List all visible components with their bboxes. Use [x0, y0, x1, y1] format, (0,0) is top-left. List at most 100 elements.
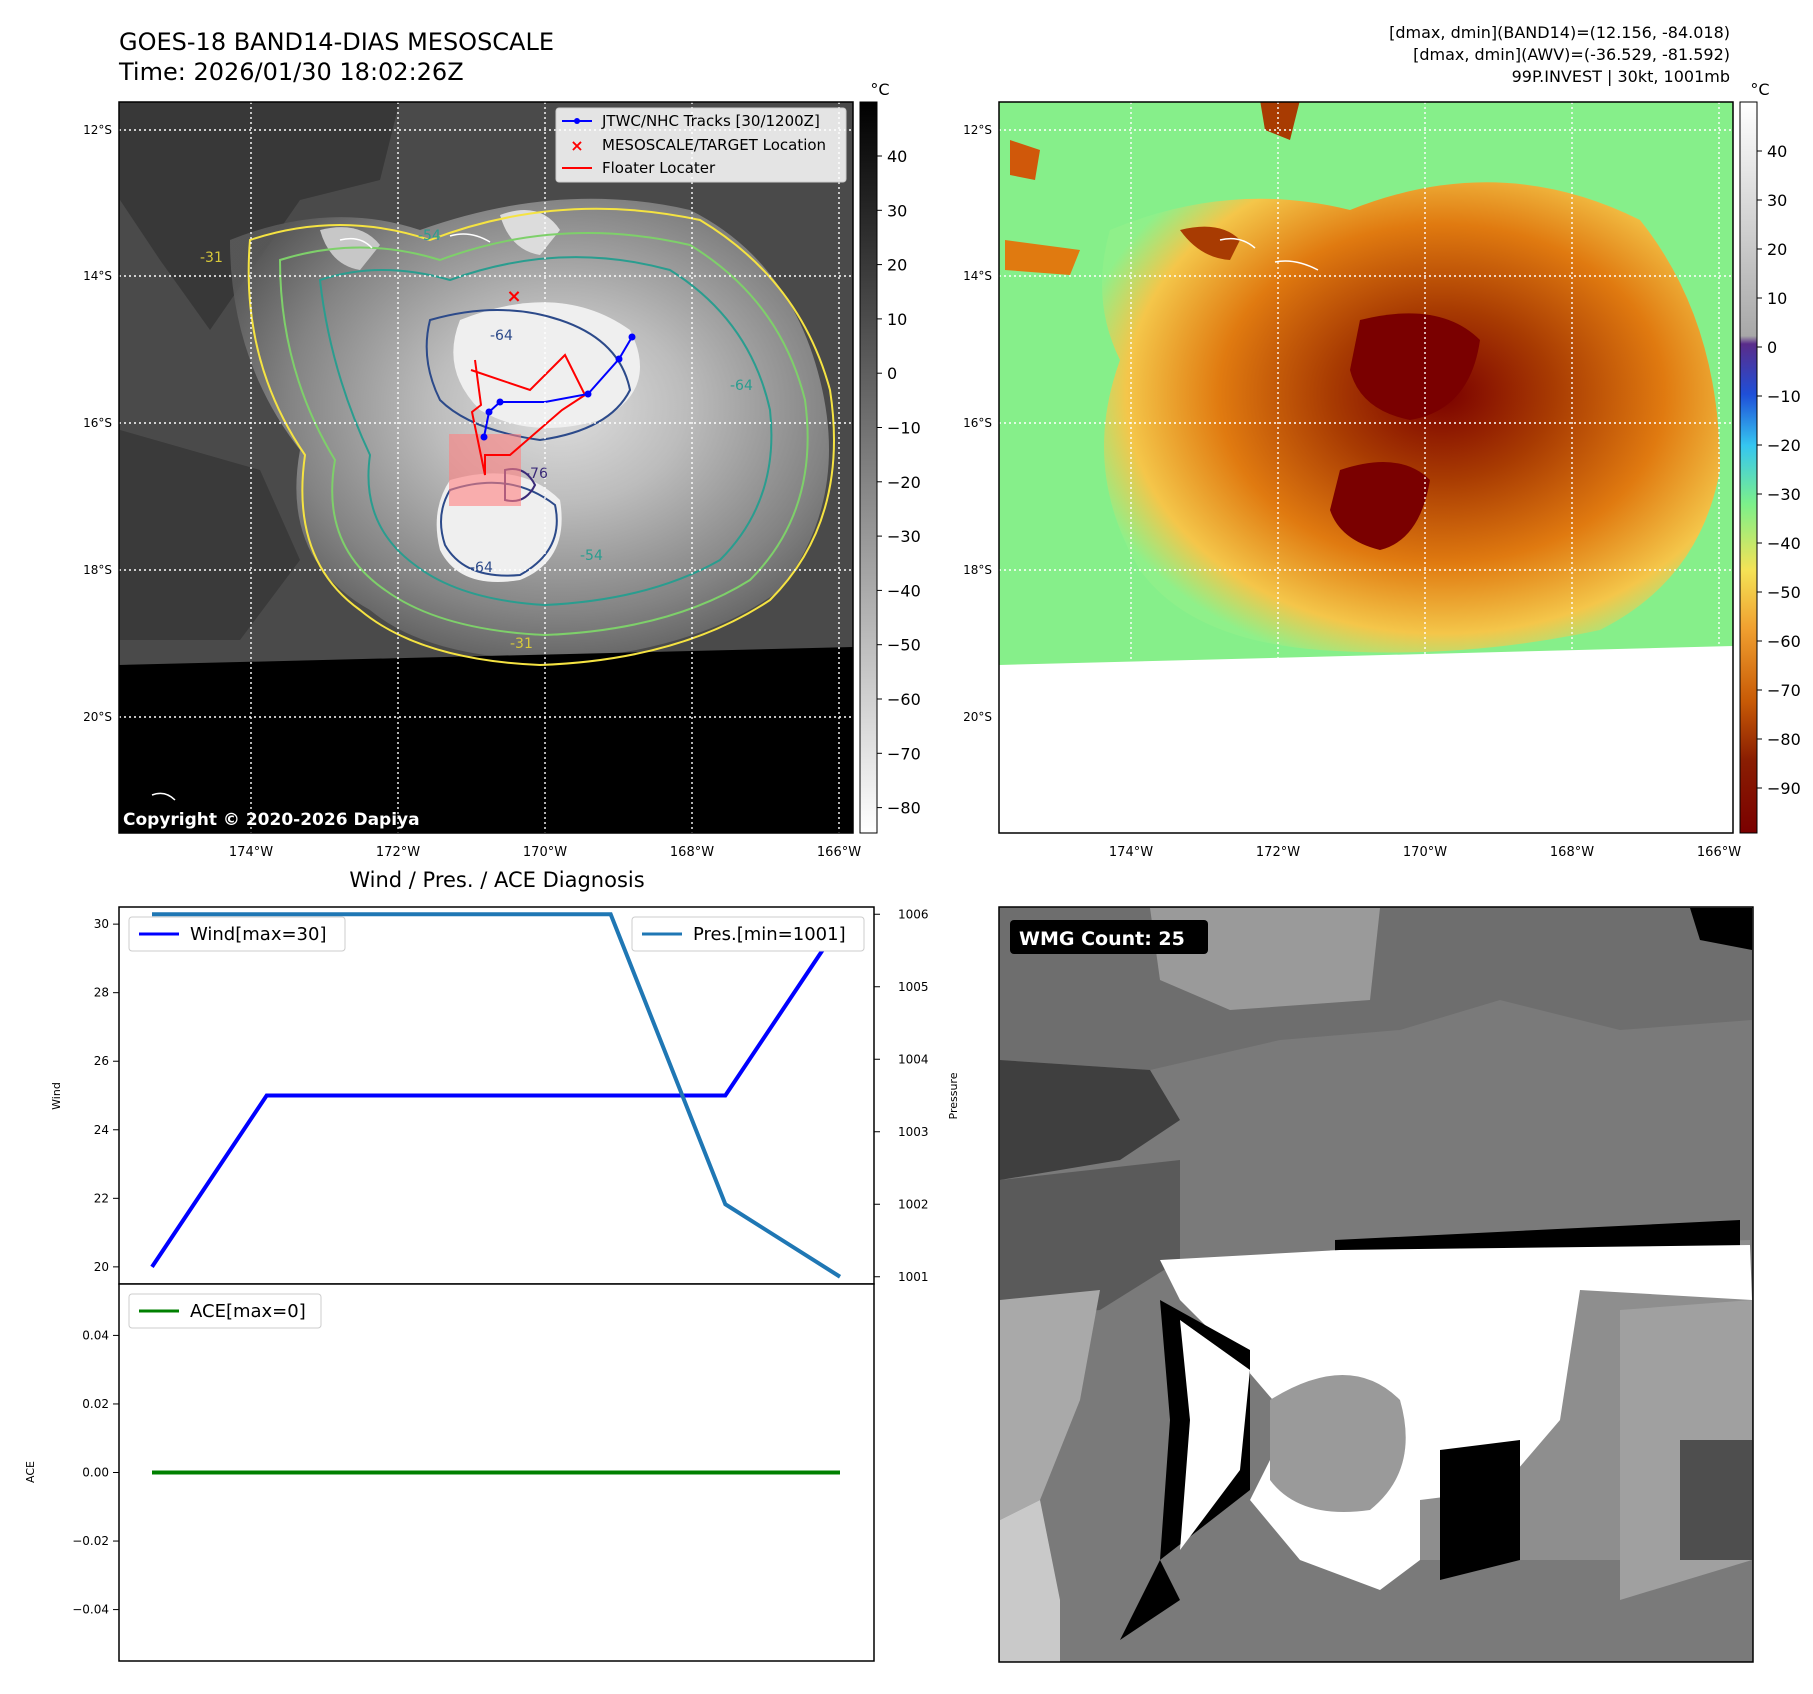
- contour-label: -76: [525, 466, 548, 482]
- svg-text:12°S: 12°S: [83, 123, 112, 137]
- colorbar-right-tick-label: −30: [1767, 485, 1801, 504]
- colorbar-right-tick-label: −20: [1767, 436, 1801, 455]
- pressure-series-line: [152, 912, 842, 1279]
- pressure-tick-label: 1004: [898, 1052, 929, 1066]
- pressure-axis-label: Pressure: [947, 1072, 960, 1119]
- pressure-tick-label: 1001: [898, 1270, 929, 1284]
- wmg-count-label: WMG Count: 25: [1019, 928, 1185, 950]
- colorbar-left-tick-label: 30: [887, 201, 907, 220]
- colorbar-right-tick-label: −40: [1767, 534, 1801, 553]
- svg-text:166°W: 166°W: [817, 845, 861, 860]
- svg-text:20°S: 20°S: [963, 710, 992, 724]
- pressure-legend: Pres.[min=1001]: [631, 916, 865, 952]
- colorbar-right-tick-label: −10: [1767, 387, 1801, 406]
- colorbar-left-tick-label: 0: [887, 364, 897, 383]
- contour-label: -54: [580, 548, 603, 564]
- svg-text:16°S: 16°S: [83, 416, 112, 430]
- diagnosis-title: Wind / Pres. / ACE Diagnosis: [349, 868, 644, 892]
- colorbar-left-tick-label: 10: [887, 310, 907, 329]
- svg-text:14°S: 14°S: [83, 269, 112, 283]
- svg-text:172°W: 172°W: [376, 845, 420, 860]
- wind-tick-label: 26: [94, 1054, 109, 1068]
- copyright: Copyright © 2020-2026 Dapiya: [123, 810, 420, 830]
- svg-text:18°S: 18°S: [963, 563, 992, 577]
- colorbar-right-tick-label: 40: [1767, 142, 1787, 161]
- colorbar-left-tick-label: −60: [887, 690, 921, 709]
- ace-tick-label: 0.04: [82, 1328, 109, 1342]
- svg-text:20°S: 20°S: [83, 710, 112, 724]
- colorbar-right-tick-label: 20: [1767, 240, 1787, 259]
- colorbar-right-tick-label: −80: [1767, 730, 1801, 749]
- contour-label: -31: [510, 636, 533, 652]
- pressure-tick-label: 1006: [898, 907, 929, 921]
- colorbar-left-tick-label: −20: [887, 473, 921, 492]
- legend-track-label: JTWC/NHC Tracks [30/1200Z]: [601, 112, 820, 130]
- colorbar-right-unit: °C: [1750, 80, 1769, 99]
- lon-labels-right: 174°W 172°W 170°W 168°W 166°W: [1109, 845, 1741, 860]
- wind-legend-label: Wind[max=30]: [190, 924, 327, 945]
- colorbar-right-tick-label: −70: [1767, 681, 1801, 700]
- svg-text:18°S: 18°S: [83, 563, 112, 577]
- ace-tick-label: 0.02: [82, 1397, 109, 1411]
- colorbar-right-tick-label: 30: [1767, 191, 1787, 210]
- figure-time: Time: 2026/01/30 18:02:26Z: [118, 58, 464, 86]
- colorbar-right: °C 40 30 20 10 0 −10 −20 −30 −40 −50 −60 −70 −80 −90: [1739, 80, 1801, 834]
- svg-text:14°S: 14°S: [963, 269, 992, 283]
- svg-text:×: ×: [506, 286, 521, 307]
- ace-axis-label: ACE: [24, 1461, 37, 1483]
- map-legend: JTWC/NHC Tracks [30/1200Z] × MESOSCALE/T…: [555, 107, 847, 183]
- wind-series-line: [150, 923, 842, 1268]
- wind-legend: Wind[max=30]: [128, 916, 346, 952]
- lon-labels-left: 174°W 172°W 170°W 168°W 166°W: [229, 845, 861, 860]
- wind-tick-label: 28: [94, 986, 109, 1000]
- svg-text:168°W: 168°W: [1550, 845, 1594, 860]
- colorbar-right-tick-label: 0: [1767, 338, 1777, 357]
- colorbar-left-tick-label: −40: [887, 581, 921, 600]
- legend-floater-label: Floater Locater: [602, 159, 716, 177]
- wind-tick-label: 24: [94, 1123, 109, 1137]
- colorbar-left-unit: °C: [870, 80, 889, 99]
- colorbar-left-tick-label: −10: [887, 419, 921, 438]
- ace-tick-label: −0.02: [72, 1534, 109, 1548]
- ir-map-right: [999, 102, 1733, 833]
- svg-text:16°S: 16°S: [963, 416, 992, 430]
- wind-tick-label: 30: [94, 917, 109, 931]
- wind-tick-label: 22: [94, 1191, 109, 1205]
- svg-text:170°W: 170°W: [523, 845, 567, 860]
- pressure-tick-label: 1003: [898, 1125, 929, 1139]
- colorbar-right-tick-label: 10: [1767, 289, 1787, 308]
- svg-text:12°S: 12°S: [963, 123, 992, 137]
- colorbar-left-tick-label: −30: [887, 527, 921, 546]
- awv-range: [dmax, dmin](AWV)=(-36.529, -81.592): [1413, 45, 1730, 64]
- ace-tick-label: 0.00: [82, 1466, 109, 1480]
- colorbar-left-tick-label: −70: [887, 744, 921, 763]
- legend-target-label: MESOSCALE/TARGET Location: [602, 136, 826, 154]
- wind-tick-label: 20: [94, 1260, 109, 1274]
- contour-label: -54: [418, 228, 441, 244]
- figure-title: GOES-18 BAND14-DIAS MESOSCALE: [119, 28, 554, 56]
- svg-text:×: ×: [570, 136, 583, 155]
- svg-text:174°W: 174°W: [229, 845, 273, 860]
- ace-tick-label: −0.04: [72, 1603, 109, 1617]
- storm-info: 99P.INVEST | 30kt, 1001mb: [1512, 67, 1730, 86]
- colorbar-left-tick-label: 40: [887, 147, 907, 166]
- colorbar-left-tick-label: −50: [887, 636, 921, 655]
- wmg-count-badge: WMG Count: 25: [1010, 920, 1208, 954]
- colorbar-right-tick-label: −90: [1767, 779, 1801, 798]
- wind-axis-label: Wind: [50, 1082, 63, 1110]
- colorbar-left-tick-label: −80: [887, 799, 921, 818]
- wind-pressure-chart: Wind Pressure 20 22 24 26 28 30 1001 1002 1003 1…: [50, 906, 960, 1285]
- colorbar-right-tick-label: −50: [1767, 583, 1801, 602]
- svg-text:166°W: 166°W: [1697, 845, 1741, 860]
- contour-label: -64: [730, 378, 753, 394]
- pressure-legend-label: Pres.[min=1001]: [693, 924, 846, 945]
- pressure-tick-label: 1005: [898, 980, 929, 994]
- ace-chart: ACE 0.04 0.02 0.00 −0.02 −0.04 ACE[max=0]: [24, 1283, 875, 1662]
- svg-text:174°W: 174°W: [1109, 845, 1153, 860]
- ace-legend-label: ACE[max=0]: [190, 1301, 306, 1322]
- contour-label: -31: [200, 250, 223, 266]
- band14-range: [dmax, dmin](BAND14)=(12.156, -84.018): [1389, 23, 1730, 42]
- ace-legend: ACE[max=0]: [128, 1293, 322, 1329]
- svg-text:170°W: 170°W: [1403, 845, 1447, 860]
